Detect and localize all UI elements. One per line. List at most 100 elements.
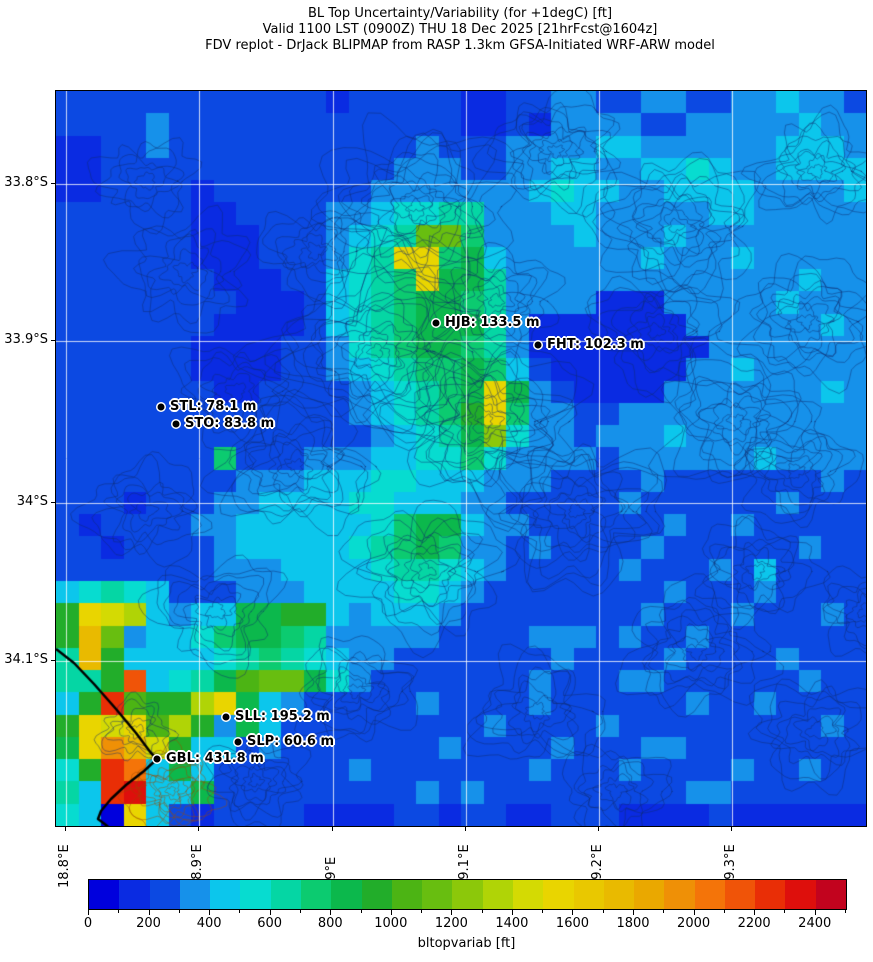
colorbar-tick-label: 1400 (495, 916, 529, 931)
colorbar-segment (634, 880, 665, 909)
station-label-slp: SLP: 60.6 m (247, 733, 335, 749)
colorbar-segment (270, 880, 301, 909)
colorbar-segment (210, 880, 241, 909)
colorbar-tick (239, 909, 241, 913)
colorbar (88, 879, 847, 910)
colorbar-tick-label: 2400 (798, 916, 832, 931)
map-plot-canvas (56, 91, 866, 826)
colorbar-segment (512, 880, 544, 909)
lat-tick-mark (51, 183, 55, 184)
colorbar-tick-label: 1600 (555, 916, 590, 931)
colorbar-tick (178, 909, 180, 913)
colorbar-segment (179, 880, 211, 909)
station-marker-hjb (432, 319, 440, 327)
colorbar-tick (723, 909, 725, 913)
station-label-gbl: GBL: 431.8 m (166, 750, 264, 766)
lon-tick-mark (465, 827, 466, 831)
station-marker-stl (157, 403, 165, 411)
colorbar-tick (814, 909, 816, 915)
colorbar-tick (481, 909, 483, 913)
lat-tick-label: 34°S (16, 494, 48, 509)
colorbar-tick (118, 909, 120, 913)
map-axes: HJB: 133.5 m FHT: 102.3 m STL: 78.1 m STO: … (55, 90, 867, 827)
colorbar-segment (422, 880, 453, 909)
colorbar-segment (664, 880, 695, 909)
lat-tick-mark (51, 660, 55, 661)
colorbar-tick-label: 800 (317, 916, 343, 931)
colorbar-tick (451, 909, 453, 915)
colorbar-segment (391, 880, 423, 909)
colorbar-tick-label: 200 (136, 916, 161, 931)
lon-tick-mark (332, 827, 333, 831)
colorbar-tick (148, 909, 150, 915)
lat-tick-label: 33.9°S (4, 332, 48, 347)
station-marker-sll (222, 713, 230, 721)
colorbar-segment (694, 880, 725, 909)
colorbar-tick-label: 400 (196, 916, 222, 931)
colorbar-segment (149, 880, 180, 909)
station-marker-gbl (153, 755, 161, 763)
lon-tick-label: 18.8°E (57, 844, 72, 888)
colorbar-segment (815, 880, 847, 909)
colorbar-segment (89, 880, 120, 909)
colorbar-tick-label: 1000 (374, 916, 408, 931)
colorbar-tick-label: 2000 (677, 916, 711, 931)
colorbar-tick (390, 909, 392, 915)
lat-tick-label: 33.8°S (4, 175, 48, 190)
plot-title: BL Top Uncertainty/Variability (for +1de… (55, 6, 865, 54)
station-marker-fht (534, 341, 542, 349)
station-marker-sto (172, 420, 180, 428)
lat-tick-mark (51, 340, 55, 341)
colorbar-label: bltopvariab [ft] (417, 936, 516, 951)
colorbar-tick (784, 909, 786, 913)
lat-tick-mark (51, 502, 55, 503)
title-line-2: Valid 1100 LST (0900Z) THU 18 Dec 2025 [… (262, 22, 658, 37)
colorbar-tick (269, 909, 271, 915)
colorbar-segment (331, 880, 362, 909)
colorbar-segment (300, 880, 332, 909)
colorbar-tick (602, 909, 604, 913)
lon-tick-mark (598, 827, 599, 831)
colorbar-tick (360, 909, 362, 913)
colorbar-tick-label: 1200 (434, 916, 468, 931)
title-line-3: FDV replot - DrJack BLIPMAP from RASP 1.… (205, 38, 715, 53)
colorbar-tick-label: 2200 (737, 916, 771, 931)
colorbar-segment (603, 880, 635, 909)
colorbar-segment (119, 880, 150, 909)
lat-tick-label: 34.1°S (4, 652, 48, 667)
colorbar-segment (452, 880, 483, 909)
colorbar-segment (755, 880, 786, 909)
colorbar-segment (785, 880, 816, 909)
colorbar-tick (511, 909, 513, 915)
station-label-hjb: HJB: 133.5 m (445, 314, 540, 330)
colorbar-tick (299, 909, 301, 913)
colorbar-tick (572, 909, 574, 915)
colorbar-segment (724, 880, 756, 909)
colorbar-segment (543, 880, 574, 909)
colorbar-tick (754, 909, 756, 915)
station-label-sll: SLL: 195.2 m (235, 708, 330, 724)
lon-tick-mark (65, 827, 66, 831)
station-label-fht: FHT: 102.3 m (547, 336, 644, 352)
colorbar-tick (88, 909, 89, 915)
colorbar-segment (361, 880, 392, 909)
colorbar-tick-label: 600 (257, 916, 283, 931)
colorbar-tick (633, 909, 635, 915)
colorbar-tick (421, 909, 423, 913)
colorbar-segment (240, 880, 271, 909)
colorbar-tick (663, 909, 665, 913)
station-marker-slp (234, 738, 242, 746)
colorbar-tick (845, 909, 846, 913)
colorbar-tick-label: 1800 (616, 916, 650, 931)
colorbar-segment (482, 880, 513, 909)
colorbar-tick (209, 909, 211, 915)
title-line-1: BL Top Uncertainty/Variability (for +1de… (307, 6, 613, 21)
lon-tick-mark (731, 827, 732, 831)
station-label-stl: STL: 78.1 m (170, 398, 257, 414)
colorbar-tick (542, 909, 544, 913)
colorbar-segment (573, 880, 604, 909)
colorbar-tick-label: 0 (83, 916, 93, 931)
lon-tick-mark (198, 827, 199, 831)
colorbar-tick (693, 909, 695, 915)
